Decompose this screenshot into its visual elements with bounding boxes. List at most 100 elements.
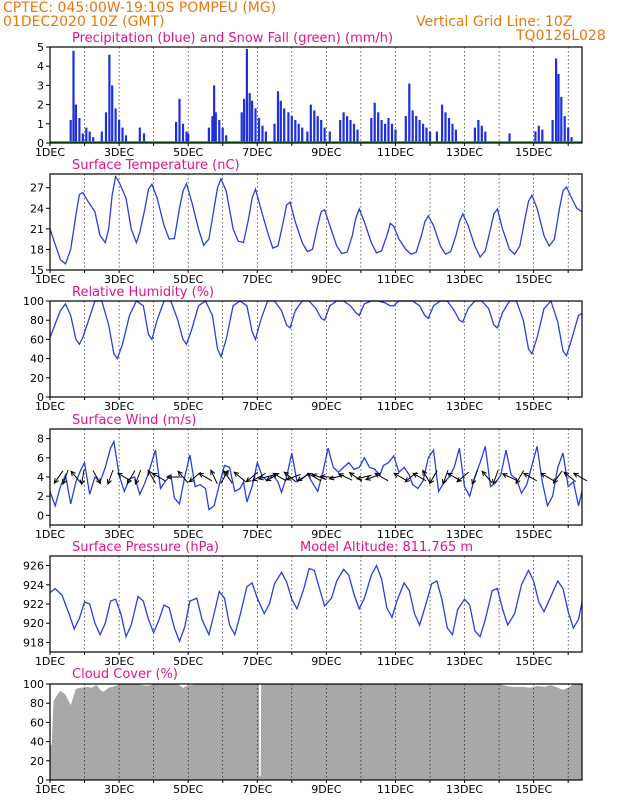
x-tick-label: 9DEC [311,655,341,668]
wind-arrow-shaft [481,470,493,484]
precip-bar [72,50,75,143]
precip-bar [207,127,210,143]
precip-bar [142,133,146,143]
precip-bar [551,120,554,143]
precip-bar [447,118,451,143]
wind-arrow-head [404,477,411,483]
wind-arrow [222,469,233,484]
run-date-header: 01DEC2020 10Z (GMT) [3,14,165,30]
wind-arrow-shaft [210,469,218,485]
wind-arrow [337,473,353,481]
x-tick-label: 1DEC [35,528,65,541]
wind-arrow-head [70,470,76,477]
wind-arrow [210,469,218,485]
x-tick-label: 7DEC [242,655,272,668]
wind-arrow [53,470,64,485]
wind-arrow-shaft [177,470,189,484]
precip-bar [373,102,376,143]
x-tick-label: 5DEC [173,400,203,413]
precip-bar [534,131,537,143]
wind-arrow-head [177,470,183,477]
precip-bar [557,73,560,143]
wind-title: Surface Wind (m/s) [72,413,196,428]
pres-panel: 918 920 922 924 926 1DEC 3DEC 5DEC 7DEC 9DEC 11DEC… [23,555,583,668]
x-tick-label: 15DEC [515,783,552,796]
precip-bar [441,104,444,143]
precip-bar [480,125,483,143]
precip-bar [297,123,300,143]
wind-arrow [116,472,132,482]
wind-arrow [456,471,469,483]
wind-arrow-head [222,469,229,476]
wind-arrow-shaft [563,471,577,483]
wind-arrow [374,472,389,482]
y-tick-label: 4 [37,60,44,73]
wind-arrow-head [306,472,313,478]
precip-bar [342,112,345,143]
temp-panel: 15 18 21 24 27 1DEC 3DEC 5DEC 7DEC 9DEC 11DEC 13DEC… [30,173,583,286]
precip-bar [257,118,261,143]
wind-arrow [106,469,114,486]
wind-arrow-shaft [374,472,389,482]
y-tick-label: 100 [23,295,44,308]
x-tick-label: 5DEC [173,655,203,668]
x-tick-label: 9DEC [311,528,341,541]
wind-arrow [393,472,408,482]
precip-bar [323,127,326,143]
wind-arrow [245,471,259,483]
x-tick-label: 9DEC [311,146,341,159]
x-tick-label: 3DEC [104,146,134,159]
wind-arrow [151,472,166,482]
wind-arrow-head [515,478,521,485]
precip-bar [261,125,264,143]
y-tick-label: 15 [30,264,44,277]
wind-arrow [92,470,101,485]
precip-bar [245,48,248,143]
precip-bar [254,108,257,143]
precip-bar [178,98,181,143]
temp-frame [49,173,583,271]
precip-bar [185,131,188,143]
precip-bar [454,129,457,143]
precip-bar [294,120,297,143]
wind-arrow [515,470,525,485]
precip-bar [118,120,121,143]
y-tick-label: 2 [37,99,44,112]
wind-line [49,439,583,511]
precip-bar [346,116,349,143]
cloud-frame [49,683,583,781]
wind-arrow-head [446,472,453,478]
precip-bar [390,123,394,143]
y-tick-label: 0 [37,774,44,787]
precip-bar [428,131,432,143]
y-tick-label: 1 [37,118,44,131]
precip-bar [78,118,81,143]
plot-area: 0 1 2 3 4 5 1DEC 3DEC 5DEC 7DEC 9DEC 11DEC 13DEC 15DE… [23,41,588,796]
y-tick-label: 918 [23,636,44,649]
wind-arrow-head [348,472,355,478]
precip-bar [100,131,103,143]
x-tick-label: 11DEC [377,400,414,413]
x-tick-label: 15DEC [515,400,552,413]
wind-arrow-shaft [223,470,233,484]
wind-arrow-head [151,472,158,478]
x-tick-label: 7DEC [242,528,272,541]
wind-arrow [422,469,431,484]
wind-arrow-shaft [471,469,478,485]
precip-bar [411,110,414,143]
precip-bar [221,127,224,143]
wind-arrow-head [251,476,258,482]
y-tick-label: 40 [30,353,44,366]
y-tick-label: 40 [30,736,44,749]
x-tick-label: 3DEC [104,655,134,668]
x-tick-label: 5DEC [173,783,203,796]
precip-bar [124,135,128,143]
precip-bar [555,58,558,143]
wind-arrow [62,469,69,486]
y-tick-label: 20 [30,372,44,385]
wind-arrow-head [522,472,529,478]
precip-bar [218,120,221,143]
precip-bar [313,110,316,143]
wind-arrow-shaft [502,473,517,481]
